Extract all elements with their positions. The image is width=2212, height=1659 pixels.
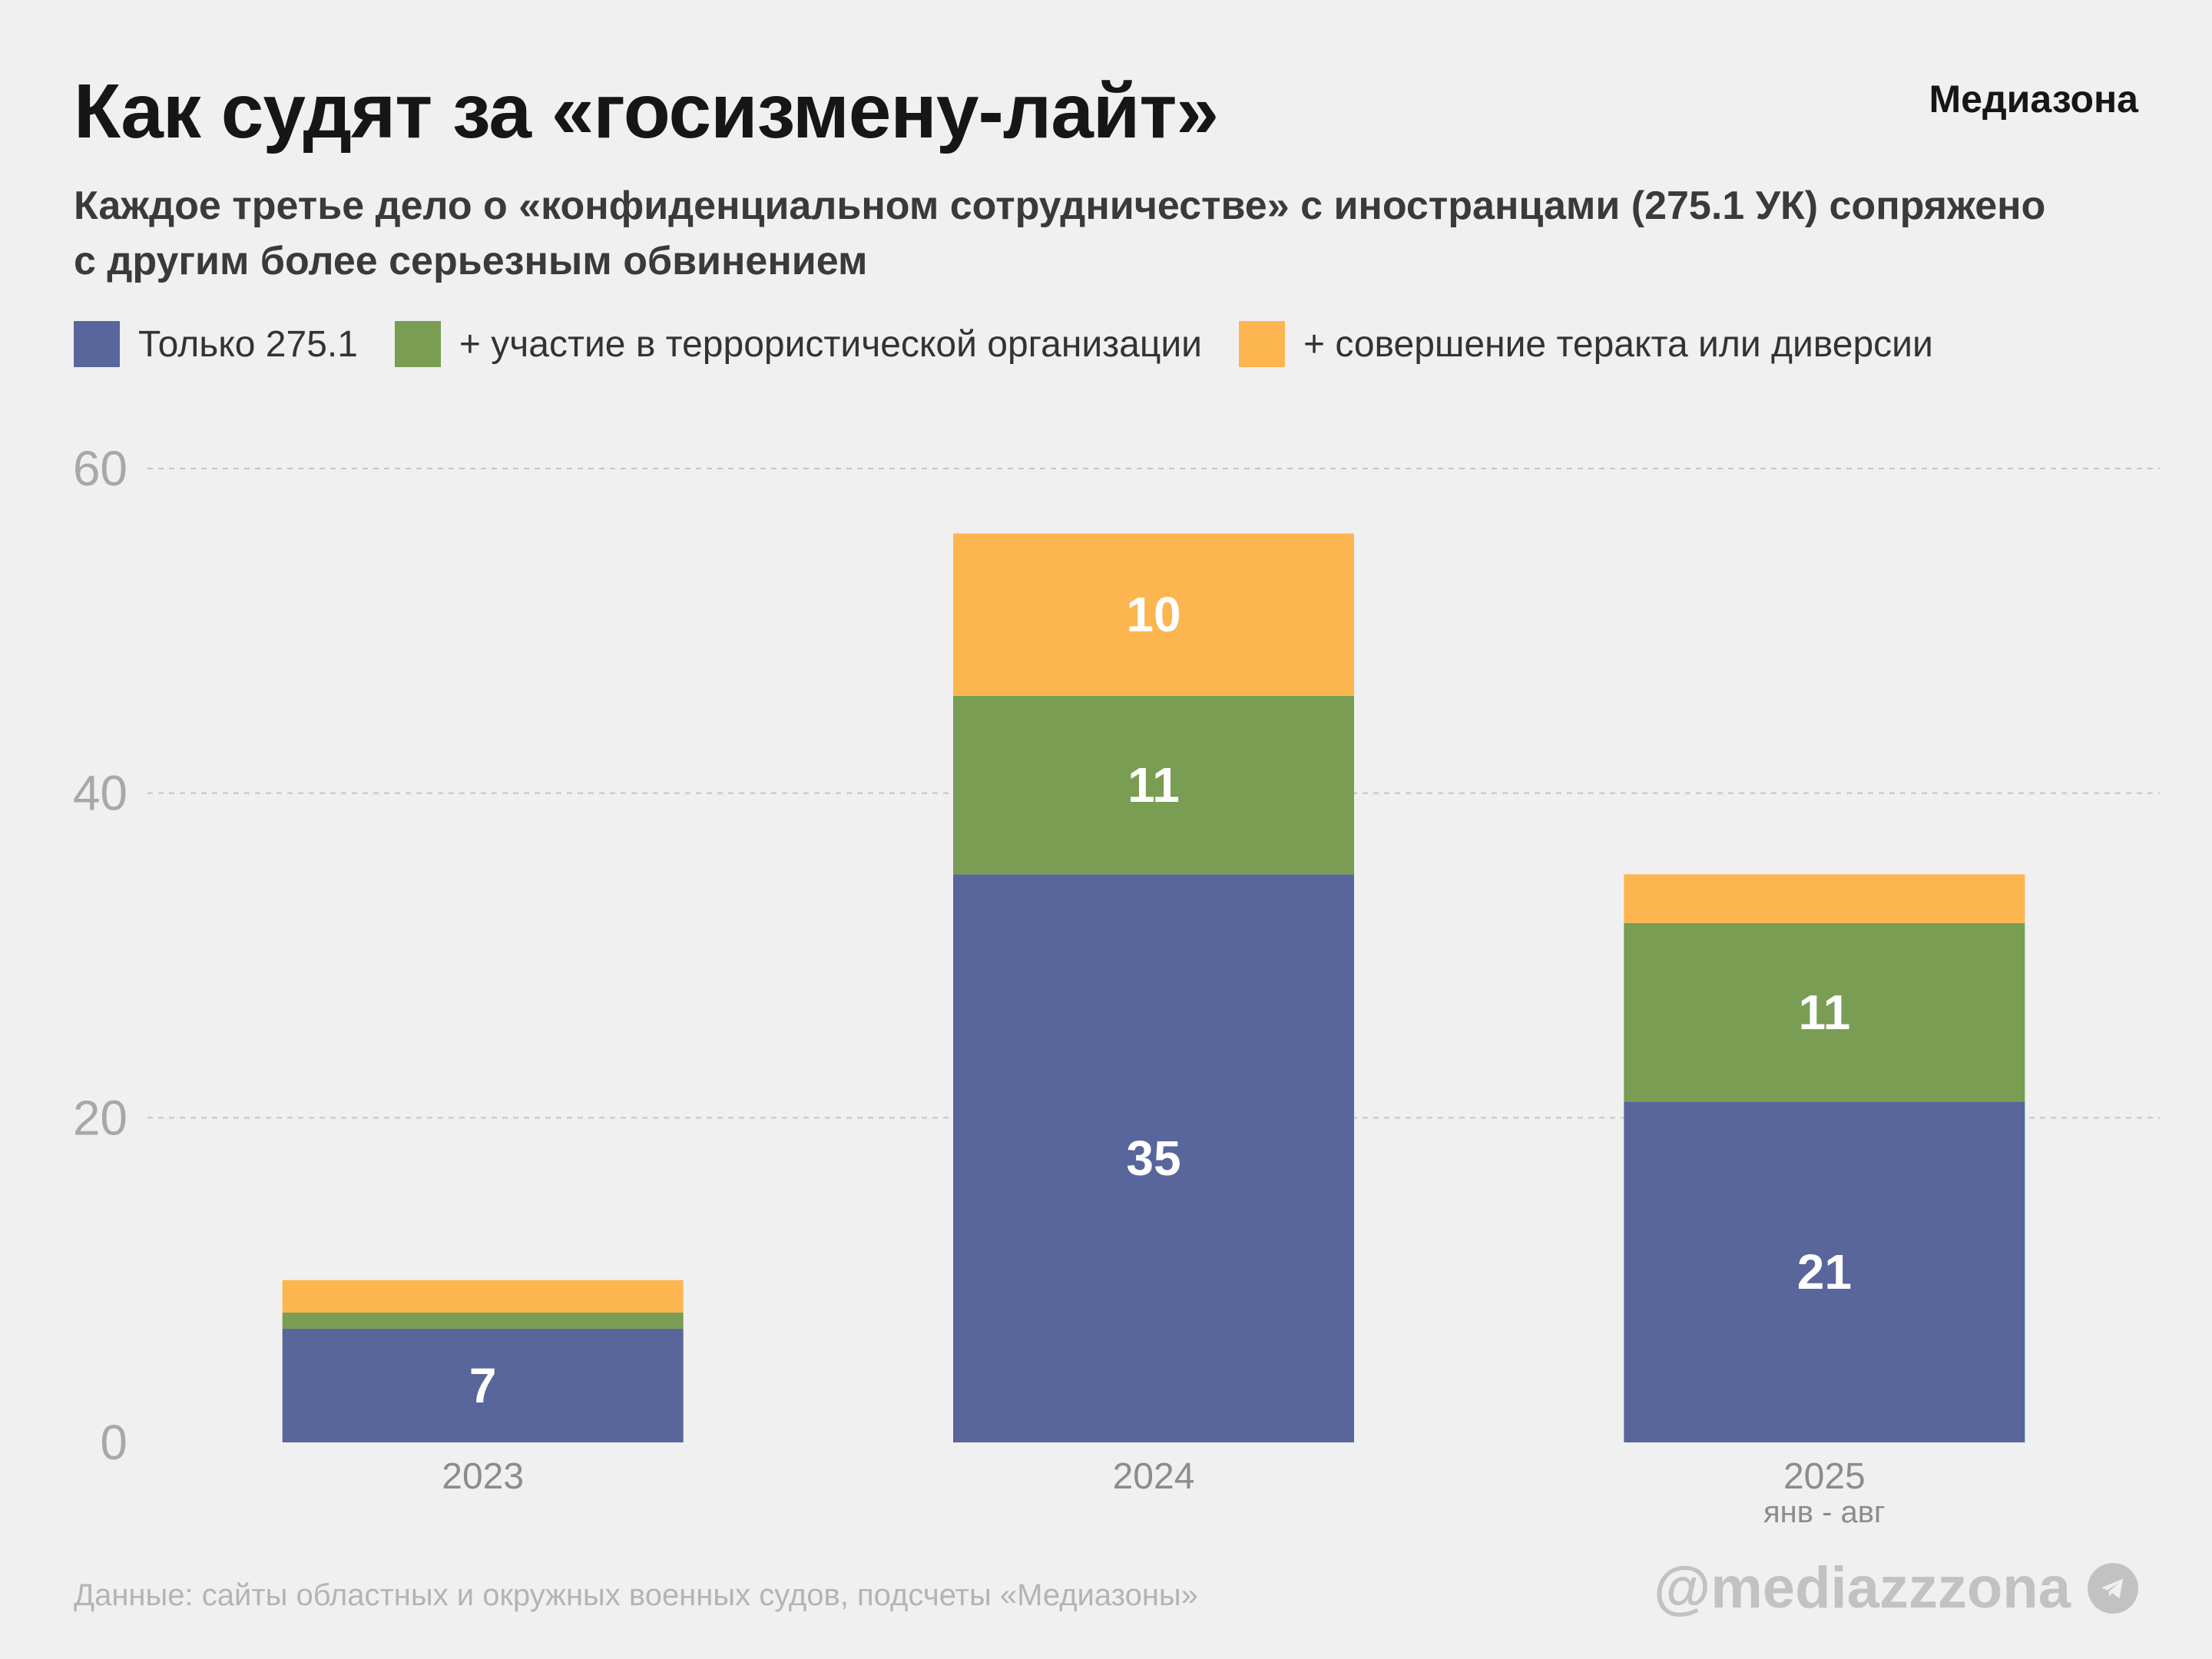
data-label: 11 [1128, 757, 1180, 813]
legend-swatch [1238, 321, 1285, 367]
chart-title: Как судят за «госизмену-лайт» [74, 68, 1219, 154]
legend-item-terror-act: + совершение теракта или диверсии [1238, 321, 1933, 367]
bar-segment [282, 1280, 684, 1313]
x-tick-sublabel: янв - авг [1763, 1495, 1886, 1529]
y-tick-label: 0 [100, 1415, 127, 1470]
bar-segment [953, 874, 1354, 1442]
bar-segment [1624, 874, 2025, 923]
legend-item-terror-org: + участие в террористической организации [394, 321, 1202, 367]
legend: Только 275.1 + участие в террористическо… [74, 321, 1970, 367]
y-tick-label: 60 [73, 441, 127, 496]
x-tick-label: 2025 [1783, 1456, 1866, 1497]
data-label: 7 [469, 1358, 497, 1413]
y-tick-label: 40 [73, 766, 127, 821]
data-label: 21 [1797, 1244, 1852, 1300]
brand-logo: Медиазона [1929, 78, 2138, 121]
data-label: 35 [1126, 1131, 1181, 1186]
chart-subtitle: Каждое третье дело о «конфиденциальном с… [74, 184, 2046, 283]
social-handle[interactable]: @mediazzzona [1654, 1555, 2138, 1621]
data-label: 11 [1799, 985, 1851, 1040]
x-tick-label: 2024 [1113, 1456, 1195, 1497]
handle-text: @mediazzzona [1654, 1555, 2071, 1621]
source-note: Данные: сайты областных и окружных военн… [74, 1578, 1198, 1612]
telegram-icon [2088, 1562, 2138, 1614]
legend-label: Только 275.1 [138, 323, 358, 365]
bar-segment [1624, 1101, 2025, 1442]
bar-segment [953, 695, 1354, 875]
x-tick-label: 2023 [442, 1456, 524, 1497]
bar-segment [953, 533, 1354, 696]
y-tick-label: 20 [73, 1090, 127, 1145]
bar-segment [1624, 922, 2025, 1102]
legend-label: + участие в террористической организации [459, 323, 1202, 365]
data-label: 10 [1126, 587, 1181, 642]
legend-swatch [394, 321, 441, 367]
legend-label: + совершение теракта или диверсии [1303, 323, 1933, 365]
bar-segment [282, 1312, 684, 1330]
legend-swatch [74, 321, 120, 367]
legend-item-only-275: Только 275.1 [74, 321, 358, 367]
bar-segment [282, 1329, 684, 1442]
